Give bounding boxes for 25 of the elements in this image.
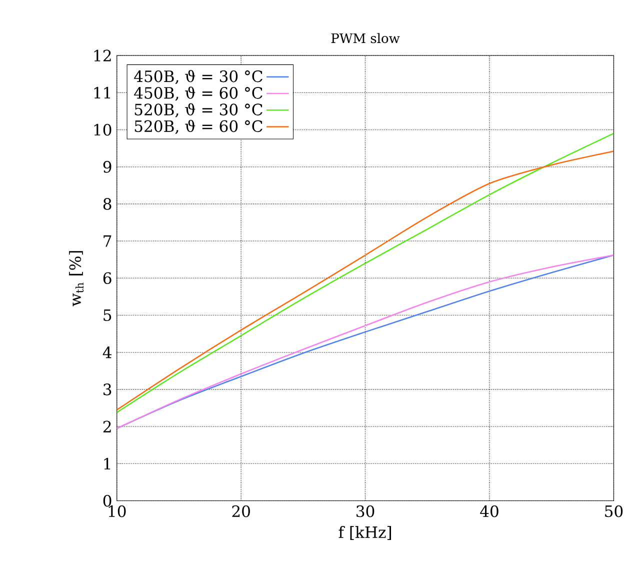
y-tick-label: 5 bbox=[104, 310, 112, 322]
x-tick-label: 30 bbox=[356, 506, 374, 518]
chart-title: PWM slow bbox=[331, 33, 400, 44]
x-tick-label: 50 bbox=[605, 506, 623, 518]
y-tick-label: 0 bbox=[103, 495, 112, 507]
y-axis-title: w$_{th}$ [%] bbox=[69, 251, 84, 306]
y-tick-label: 6 bbox=[103, 272, 112, 284]
y-tick-label: 10 bbox=[94, 124, 112, 136]
legend-label: 520B, ϑ = 60 °C bbox=[134, 120, 262, 134]
y-tick-label: 12 bbox=[94, 50, 111, 62]
y-tick-label: 4 bbox=[102, 346, 112, 358]
y-tick-label: 11 bbox=[94, 87, 110, 99]
y-tick-label: 3 bbox=[104, 384, 112, 396]
x-tick-label: 20 bbox=[232, 506, 250, 518]
line-series bbox=[116, 254, 614, 430]
y-tick-label: 8 bbox=[103, 198, 112, 210]
y-tick-label: 7 bbox=[104, 236, 112, 247]
y-tick-label: 9 bbox=[103, 161, 112, 173]
legend-label: 450B, ϑ = 60 °C bbox=[134, 86, 262, 101]
x-tick-label: 40 bbox=[480, 506, 498, 518]
legend-label: 450B, ϑ = 30 °C bbox=[134, 70, 262, 84]
y-tick-label: 2 bbox=[103, 420, 111, 433]
y-tick-label: 1 bbox=[104, 458, 110, 470]
legend-label: 520B, ϑ = 30 °C bbox=[134, 103, 262, 118]
x-axis-title: f [kHz] bbox=[338, 526, 392, 540]
